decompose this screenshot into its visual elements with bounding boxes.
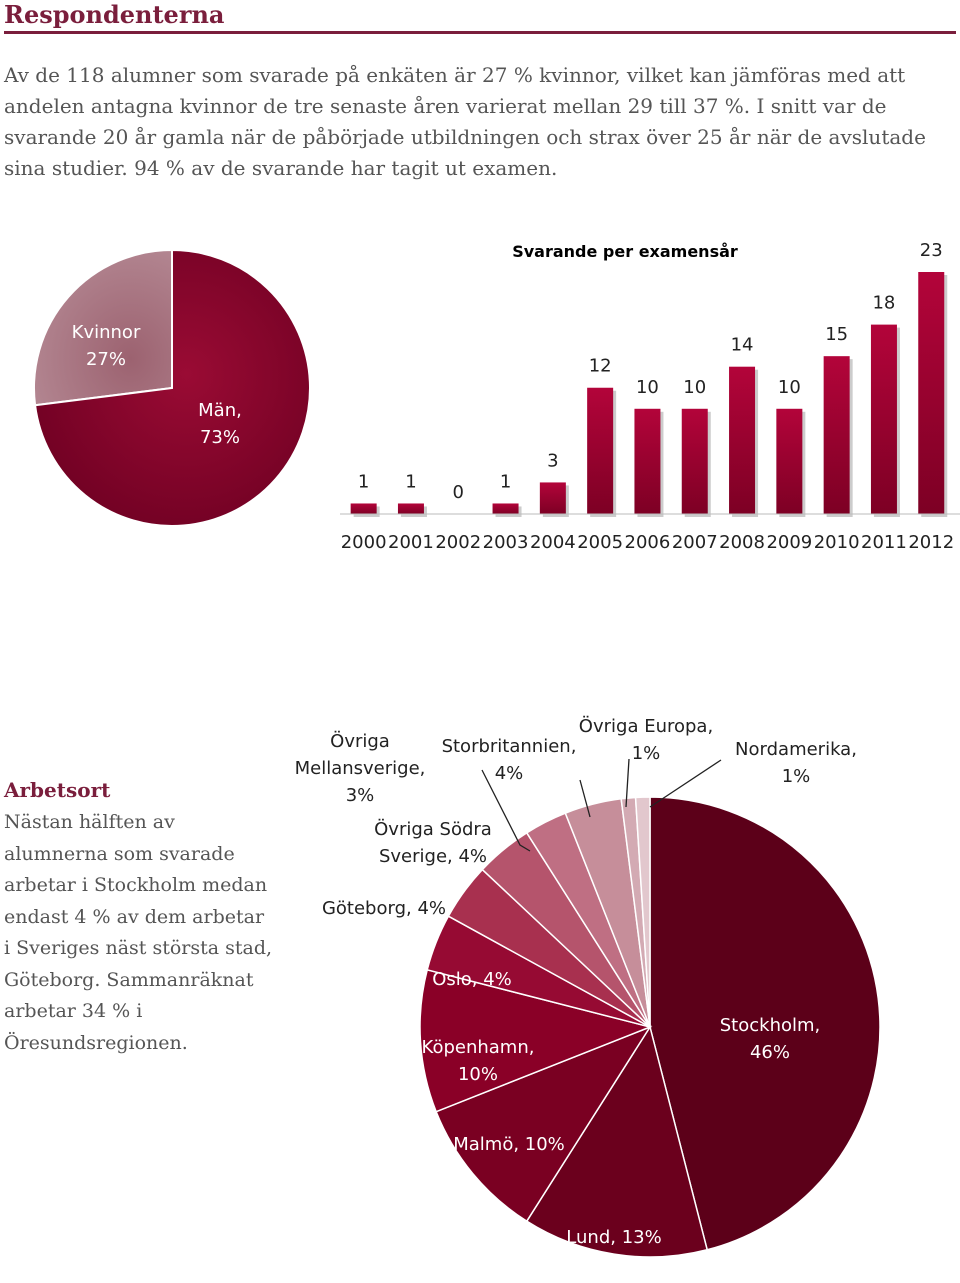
- gender-pie-chart: Kvinnor 27% Män, 73%: [33, 248, 311, 527]
- pie-label-nordamerika-line: Nordamerika,: [735, 739, 857, 760]
- pie-slice-nordamerika: [634, 796, 651, 1028]
- bar-value-label: 1: [405, 471, 416, 492]
- x-tick-label: 2007: [672, 532, 718, 553]
- page-title: Respondenterna: [4, 0, 225, 29]
- bar-2000: [350, 503, 377, 514]
- pie-label-ovriga-mellansverige-line: Övriga: [330, 730, 390, 752]
- x-tick-label: 2002: [435, 532, 481, 553]
- sidebar-title: Arbetsort: [4, 778, 111, 802]
- pie-label-nordamerika-line: 1%: [782, 766, 811, 787]
- pie-label-ovriga-europa-line: Övriga Europa,: [579, 715, 713, 737]
- year-bar-chart: Svarande per examensår 12000120010200212…: [340, 240, 960, 553]
- intro-paragraph: Av de 118 alumner som svarade på enkäten…: [4, 63, 926, 180]
- bar-2007: [681, 408, 708, 514]
- pie-label-ovriga-mellansverige-line: Mellansverige,: [295, 758, 426, 779]
- bar-2003: [492, 503, 519, 514]
- bar-2010: [823, 356, 850, 514]
- pie-slice-malmo: [435, 1025, 652, 1223]
- x-tick-label: 2001: [388, 532, 434, 553]
- pie-label-ovriga-europa-line: 1%: [632, 743, 661, 764]
- pie-slice-kvinnor: [33, 248, 173, 407]
- pie-label-storbritannien-line: 4%: [495, 763, 524, 784]
- bar-value-label: 3: [547, 450, 558, 471]
- bar-value-label: 0: [453, 482, 464, 503]
- pie-label-storbritannien-line: Storbritannien,: [442, 736, 577, 757]
- work-location-pie-chart: Stockholm, 46% Lund, 13% Malmö, 10% Köpenham…: [295, 715, 881, 1258]
- bar-value-label: 10: [636, 377, 659, 398]
- leader-line: [649, 759, 722, 808]
- bar-2004: [539, 482, 566, 514]
- pie-slice-kopenhamn: [419, 968, 653, 1113]
- bar-2009: [776, 408, 803, 514]
- bar-2012: [918, 272, 945, 514]
- x-tick-label: 2011: [861, 532, 907, 553]
- pie-label-goteborg-line: Göteborg, 4%: [322, 898, 446, 919]
- bar-value-label: 1: [500, 471, 511, 492]
- x-tick-label: 2006: [625, 532, 671, 553]
- x-tick-label: 2008: [719, 532, 765, 553]
- pie-label-kopenhamn-line: Köpenhamn,: [422, 1037, 535, 1058]
- bar-2008: [729, 366, 756, 514]
- bar-chart-title: Svarande per examensår: [512, 242, 738, 261]
- pie-label-man: Män, 73%: [198, 400, 242, 448]
- pie-label-ovriga-mellansverige: Övriga Mellansverige, 3%: [295, 730, 426, 806]
- bar-value-label: 12: [589, 356, 612, 377]
- pie-label-kopenhamn-line: 10%: [458, 1064, 498, 1085]
- pie-label-malmo: Malmö, 10%: [453, 1134, 565, 1155]
- x-tick-label: 2010: [814, 532, 860, 553]
- pie-label-kopenhamn: Köpenhamn, 10%: [422, 1037, 535, 1085]
- bar-2005: [587, 387, 614, 514]
- pie-label-ovriga-europa: Övriga Europa, 1%: [579, 715, 713, 764]
- sidebar-text: Nästan hälften av alumnerna som svarade …: [4, 811, 273, 1054]
- pie-label-man-line: 73%: [200, 427, 240, 448]
- x-tick-label: 2000: [341, 532, 387, 553]
- pie-slice-man: [33, 248, 311, 527]
- pie-label-stockholm-line: 46%: [750, 1042, 790, 1063]
- x-tick-label: 2005: [577, 532, 623, 553]
- pie-label-ovriga-mellansverige-line: 3%: [346, 785, 375, 806]
- pie-label-stockholm: Stockholm, 46%: [720, 1015, 821, 1063]
- leader-line: [625, 758, 630, 808]
- pie-label-ovriga-sodra-sverige-line: Sverige, 4%: [379, 846, 487, 867]
- pie-label-goteborg: Göteborg, 4%: [322, 898, 446, 919]
- pie-label-man-line: Män,: [198, 400, 242, 421]
- bar-2001: [397, 503, 424, 514]
- pie-label-lund-line: Lund, 13%: [566, 1227, 661, 1248]
- pie-label-ovriga-sodra-sverige-line: Övriga Södra: [374, 818, 492, 840]
- pie-label-oslo-line: Oslo, 4%: [432, 969, 512, 990]
- leader-line: [579, 779, 591, 818]
- pie-slice-lund: [525, 1025, 709, 1258]
- x-tick-label: 2012: [908, 532, 954, 553]
- pie-label-lund: Lund, 13%: [566, 1227, 661, 1248]
- bar-2006: [634, 408, 661, 514]
- pie-label-kvinnor-line: 27%: [86, 349, 126, 370]
- title-rule: [4, 31, 956, 34]
- bar-value-label: 18: [872, 293, 895, 314]
- pie-label-kvinnor-line: Kvinnor: [72, 322, 141, 343]
- pie-slice-stockholm: [649, 796, 881, 1251]
- pie-label-malmo-line: Malmö, 10%: [453, 1134, 565, 1155]
- pie-label-nordamerika: Nordamerika, 1%: [735, 739, 857, 787]
- leader-line: [481, 769, 531, 852]
- pie-label-storbritannien: Storbritannien, 4%: [442, 736, 577, 784]
- bar-value-label: 10: [778, 377, 801, 398]
- bar-value-label: 14: [731, 335, 754, 356]
- pie-label-ovriga-sodra-sverige: Övriga Södra Sverige, 4%: [374, 818, 492, 867]
- x-tick-label: 2004: [530, 532, 576, 553]
- x-tick-label: 2009: [766, 532, 812, 553]
- bar-value-label: 1: [358, 471, 369, 492]
- pie-label-stockholm-line: Stockholm,: [720, 1015, 821, 1036]
- bar-value-label: 23: [920, 240, 943, 261]
- pie-label-oslo: Oslo, 4%: [432, 969, 512, 990]
- bar-value-label: 15: [825, 324, 848, 345]
- pie-label-kvinnor: Kvinnor 27%: [72, 322, 141, 370]
- bar-2011: [870, 324, 897, 514]
- x-tick-label: 2003: [483, 532, 529, 553]
- bar-value-label: 10: [683, 377, 706, 398]
